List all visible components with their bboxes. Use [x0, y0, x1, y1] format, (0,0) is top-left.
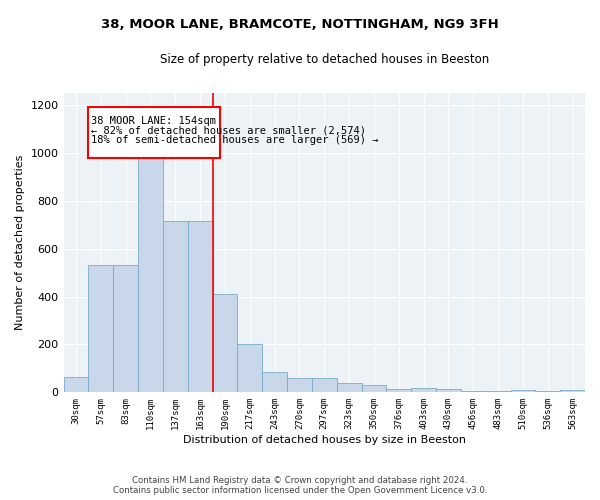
Text: 38 MOOR LANE: 154sqm: 38 MOOR LANE: 154sqm: [91, 116, 217, 126]
X-axis label: Distribution of detached houses by size in Beeston: Distribution of detached houses by size …: [183, 435, 466, 445]
Bar: [362, 385, 386, 392]
Bar: [238, 344, 262, 393]
Bar: [461, 391, 485, 392]
Text: 38, MOOR LANE, BRAMCOTE, NOTTINGHAM, NG9 3FH: 38, MOOR LANE, BRAMCOTE, NOTTINGHAM, NG9…: [101, 18, 499, 30]
Bar: [163, 221, 188, 392]
Bar: [535, 391, 560, 392]
Y-axis label: Number of detached properties: Number of detached properties: [15, 155, 25, 330]
Bar: [436, 388, 461, 392]
Bar: [88, 106, 220, 158]
Text: ← 82% of detached houses are smaller (2,574): ← 82% of detached houses are smaller (2,…: [91, 126, 367, 136]
Bar: [312, 378, 337, 392]
Bar: [188, 221, 212, 392]
Bar: [411, 388, 436, 392]
Bar: [64, 377, 88, 392]
Bar: [212, 294, 238, 392]
Title: Size of property relative to detached houses in Beeston: Size of property relative to detached ho…: [160, 52, 489, 66]
Text: 18% of semi-detached houses are larger (569) →: 18% of semi-detached houses are larger (…: [91, 136, 379, 145]
Bar: [113, 266, 138, 392]
Bar: [485, 391, 511, 392]
Text: Contains HM Land Registry data © Crown copyright and database right 2024.
Contai: Contains HM Land Registry data © Crown c…: [113, 476, 487, 495]
Bar: [386, 388, 411, 392]
Bar: [262, 372, 287, 392]
Bar: [560, 390, 585, 392]
Bar: [511, 390, 535, 392]
Bar: [287, 378, 312, 392]
Bar: [337, 383, 362, 392]
Bar: [88, 266, 113, 392]
Bar: [138, 153, 163, 392]
